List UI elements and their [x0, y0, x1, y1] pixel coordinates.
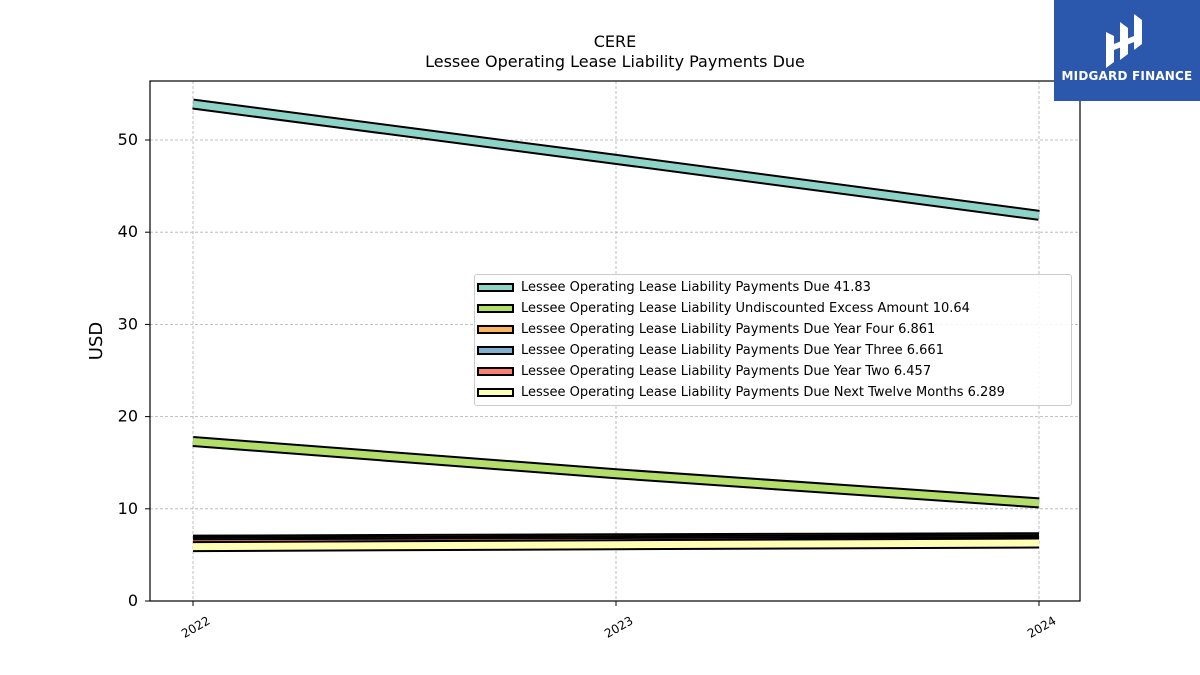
- legend-item: Lessee Operating Lease Liability Payment…: [475, 277, 871, 298]
- legend-swatch: [477, 325, 514, 334]
- y-tick-label: 50: [118, 130, 138, 149]
- chart-title: CERE: [593, 32, 637, 51]
- legend-label: Lessee Operating Lease Liability Payment…: [521, 385, 1005, 400]
- midgard-logo-icon: [1106, 14, 1142, 68]
- legend-swatch: [477, 283, 514, 292]
- legend-item: Lessee Operating Lease Liability Undisco…: [475, 298, 970, 319]
- legend-item: Lessee Operating Lease Liability Payment…: [475, 361, 931, 382]
- chart-subtitle: Lessee Operating Lease Liability Payment…: [425, 52, 805, 71]
- x-tick-label: 2024: [1025, 613, 1058, 640]
- legend-swatch: [477, 388, 514, 397]
- y-tick-label: 0: [128, 591, 138, 610]
- legend-swatch: [477, 304, 514, 313]
- chart-legend: Lessee Operating Lease Liability Payment…: [474, 274, 1072, 406]
- y-tick-label: 10: [118, 499, 138, 518]
- series-line: [192, 539, 1040, 551]
- y-tick-label: 20: [118, 407, 138, 426]
- y-axis-label: USD: [86, 322, 107, 360]
- legend-label: Lessee Operating Lease Liability Payment…: [521, 280, 871, 295]
- brand-name: MIDGARD FINANCE: [1061, 69, 1193, 83]
- legend-swatch: [477, 346, 514, 355]
- plot-frame: [149, 80, 1081, 602]
- legend-label: Lessee Operating Lease Liability Undisco…: [521, 301, 970, 316]
- series-line: [192, 100, 1040, 219]
- legend-label: Lessee Operating Lease Liability Payment…: [521, 343, 944, 358]
- x-tick-label: 2023: [602, 613, 635, 640]
- legend-item: Lessee Operating Lease Liability Payment…: [475, 340, 944, 361]
- legend-item: Lessee Operating Lease Liability Payment…: [475, 382, 1005, 403]
- legend-swatch: [477, 367, 514, 376]
- brand-logo: MIDGARD FINANCE: [1054, 0, 1200, 101]
- y-tick-label: 30: [118, 314, 138, 333]
- series-line: [192, 438, 1040, 507]
- y-tick-label: 40: [118, 222, 138, 241]
- legend-label: Lessee Operating Lease Liability Payment…: [521, 364, 932, 379]
- x-tick-label: 2022: [179, 613, 212, 640]
- legend-label: Lessee Operating Lease Liability Payment…: [521, 322, 936, 337]
- legend-item: Lessee Operating Lease Liability Payment…: [475, 319, 935, 340]
